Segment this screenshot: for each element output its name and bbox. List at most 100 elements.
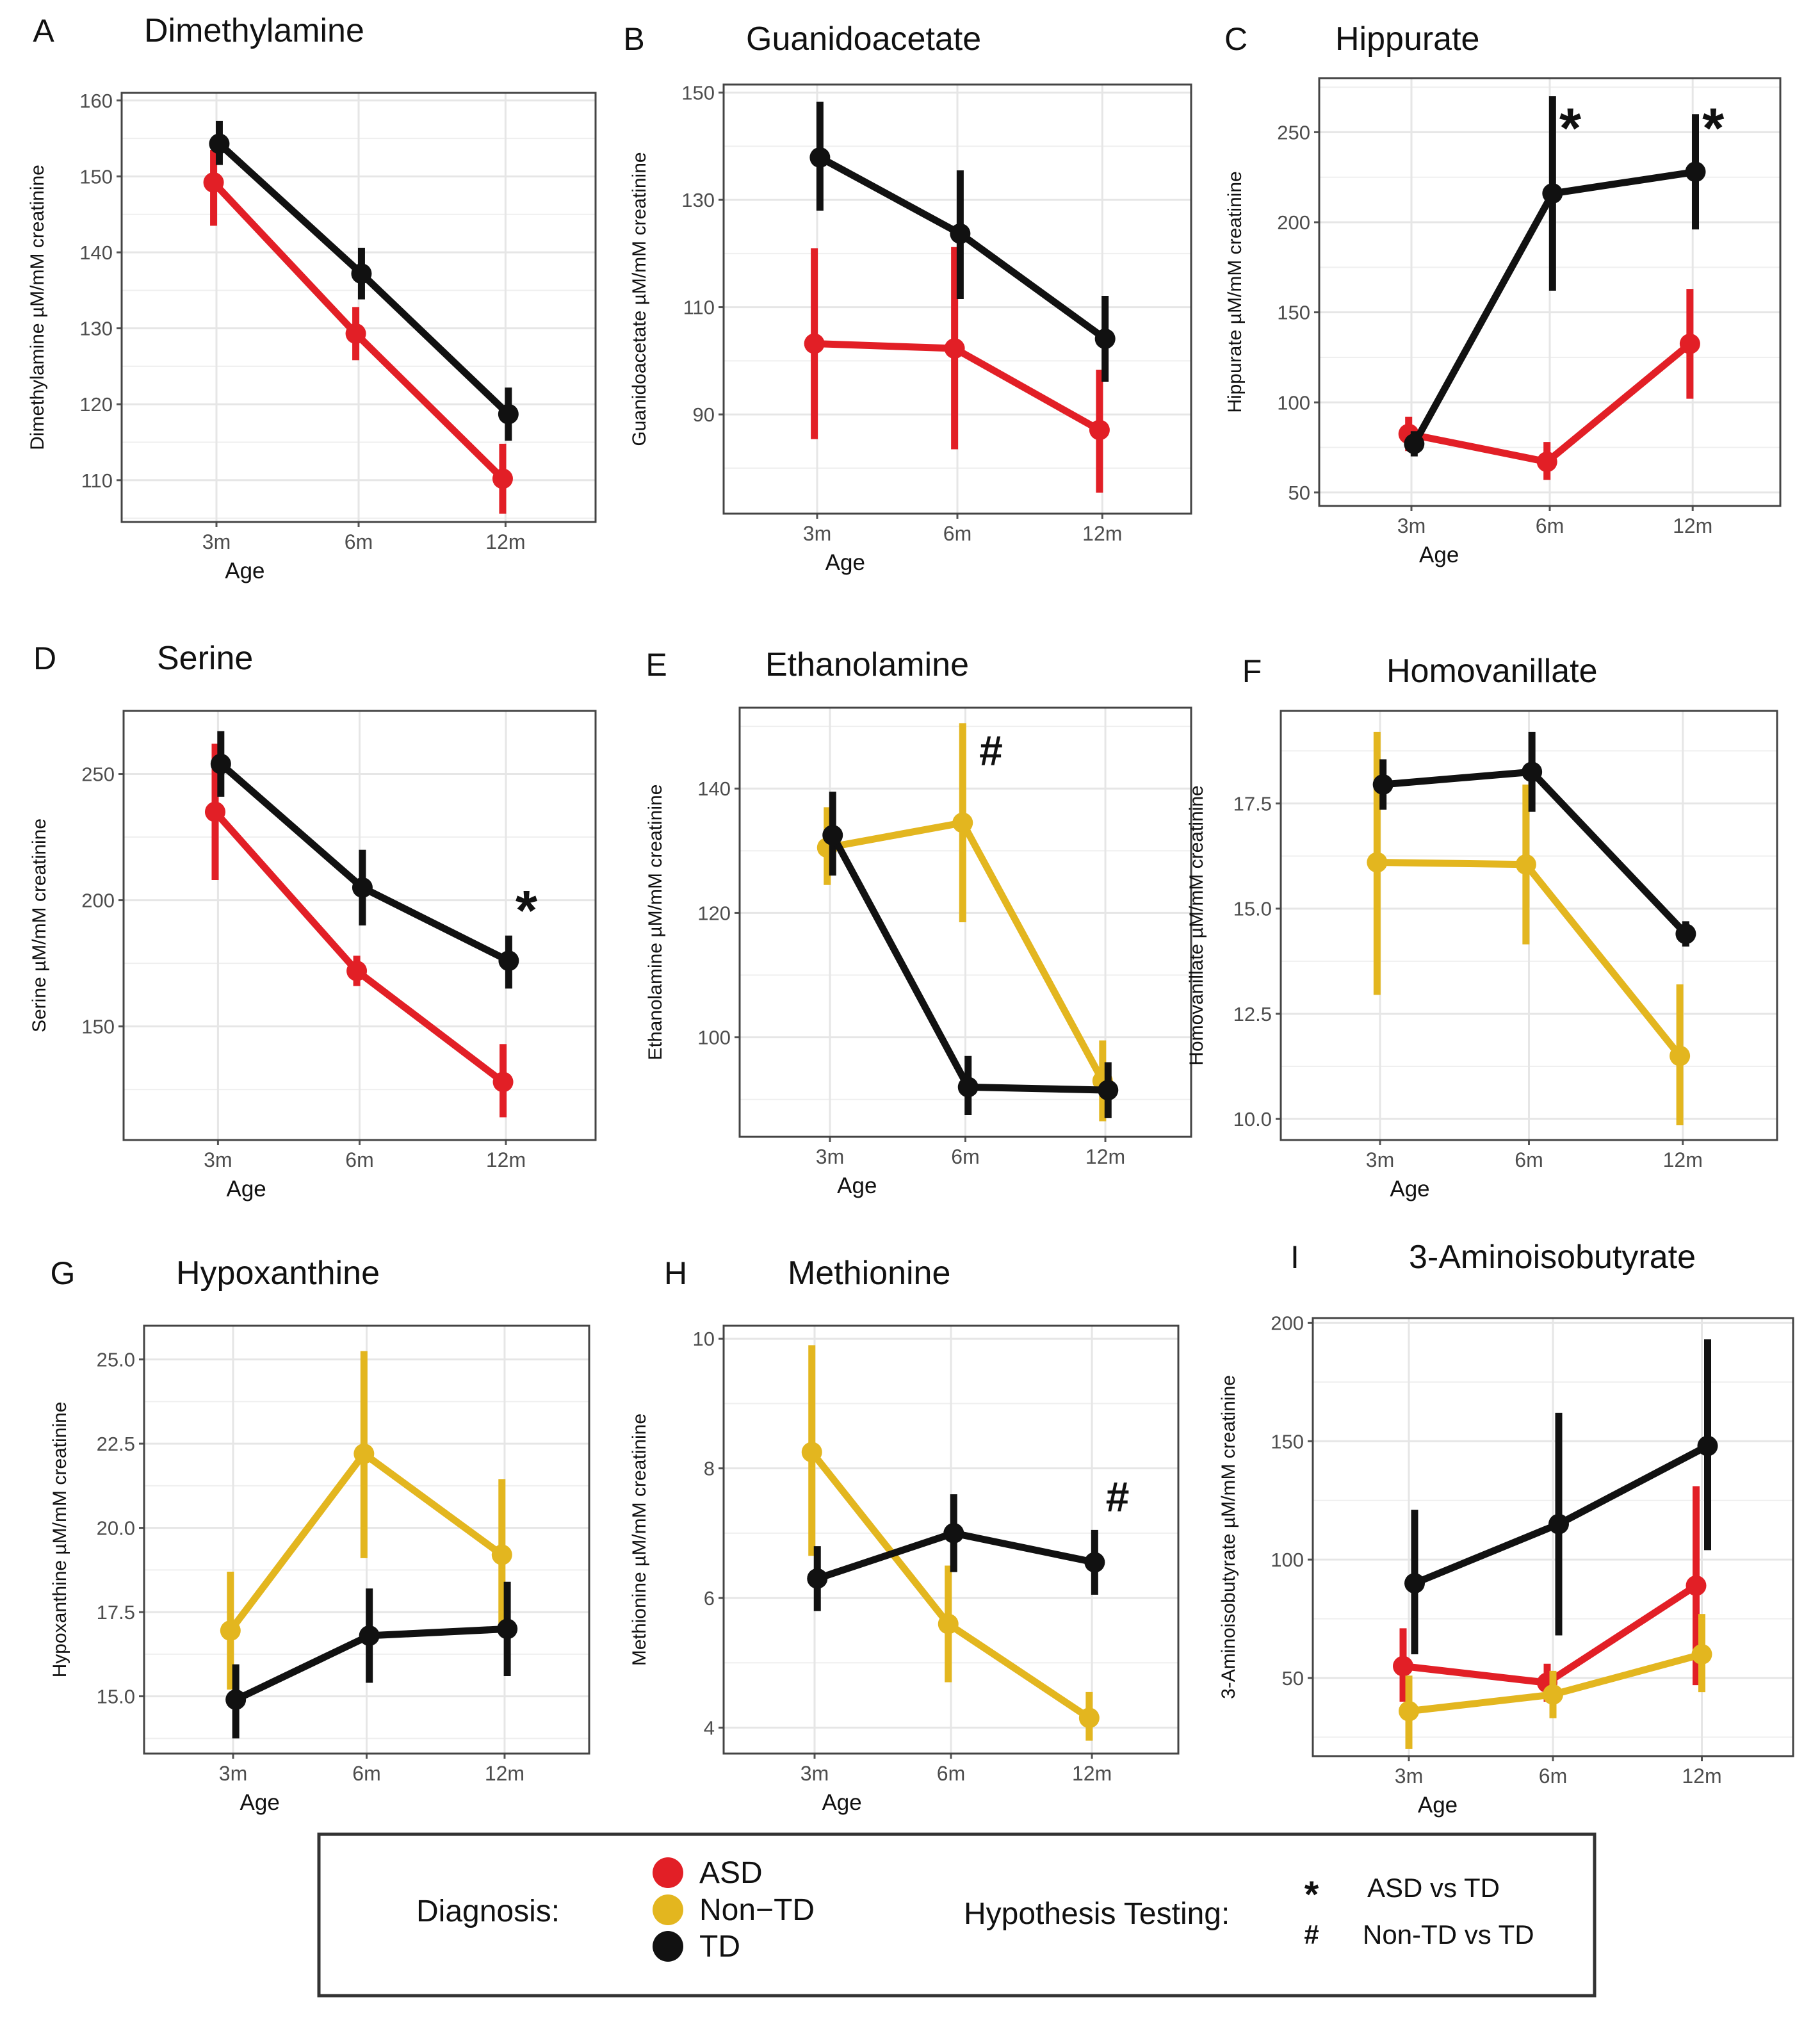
plot-frame <box>1280 710 1778 1141</box>
data-point <box>351 263 372 284</box>
x-axis-label: Age <box>1419 542 1459 567</box>
y-tick-label: 150 <box>1271 1430 1304 1453</box>
panels: 110 120 130 140 150 160 3m 6m 12m Age Dimethylamin… <box>27 12 1794 1818</box>
y-tick-label: 4 <box>704 1717 715 1739</box>
x-tick-label: 3m <box>204 1148 232 1171</box>
y-axis-label: Hypoxanthine µM/mM creatinine <box>49 1402 70 1678</box>
data-point <box>1686 1575 1707 1596</box>
panel-letter: I <box>1290 1239 1299 1275</box>
plot-frame <box>122 710 597 1141</box>
series-asd <box>804 247 1110 493</box>
data-point <box>943 1522 964 1544</box>
legend-hash-symbol: # <box>1304 1919 1319 1950</box>
data-point <box>1098 1080 1119 1101</box>
y-tick-label: 22.5 <box>97 1433 135 1455</box>
series-non-td <box>1399 1614 1712 1749</box>
plot-frame <box>1312 1317 1794 1757</box>
data-point <box>352 877 373 898</box>
y-tick-label: 160 <box>79 90 113 112</box>
data-point <box>1515 854 1536 875</box>
y-tick-label: 100 <box>1277 391 1310 414</box>
x-tick-label: 3m <box>1397 514 1426 537</box>
panel-hippurate: 50 100 150 200 250 3m 6m 12m * * Age Hippurate µM/m… <box>1224 20 1782 567</box>
x-tick-label: 6m <box>937 1762 965 1785</box>
data-point <box>957 1077 979 1098</box>
legend-asterisk-symbol: * <box>1304 1874 1319 1916</box>
plot-frame <box>143 1324 590 1755</box>
x-axis-label: Age <box>240 1790 280 1815</box>
x-tick-label: 12m <box>1072 1762 1112 1785</box>
series-td <box>1404 1339 1718 1655</box>
data-point <box>807 1568 828 1589</box>
data-point <box>498 950 519 972</box>
legend-swatch-td <box>653 1931 683 1962</box>
panel-hypoxanthine: 15.0 17.5 20.0 22.5 25.0 3m 6m 12m Age Hypoxanthi… <box>49 1255 590 1815</box>
data-point <box>210 753 231 774</box>
y-tick-label: 50 <box>1288 482 1310 504</box>
y-tick-label: 120 <box>697 902 731 924</box>
y-tick-label: 250 <box>1277 121 1310 143</box>
y-tick-label: 200 <box>1277 211 1310 234</box>
panel-title: Hippurate <box>1335 20 1479 58</box>
data-point <box>1404 433 1425 454</box>
x-tick-label: 3m <box>219 1762 247 1785</box>
x-tick-label: 6m <box>943 522 971 545</box>
data-point <box>952 812 973 833</box>
x-tick-label: 12m <box>1663 1148 1703 1171</box>
series-asd <box>203 149 513 514</box>
y-tick-label: 15.0 <box>97 1686 135 1708</box>
x-axis-label: Age <box>822 1790 861 1815</box>
x-tick-label: 6m <box>1515 1148 1543 1171</box>
significance-asterisk: * <box>516 879 538 942</box>
plot-frame <box>120 92 597 523</box>
plot-frame <box>722 1324 1180 1755</box>
data-point <box>359 1625 380 1646</box>
series-td <box>225 1581 518 1739</box>
plot-frame <box>1318 77 1782 507</box>
y-axis-label: Ethanolamine µM/mM creatinine <box>645 785 666 1061</box>
x-tick-label: 6m <box>345 1148 373 1171</box>
y-tick-label: 10.0 <box>1233 1108 1272 1130</box>
y-axis-label: 3-Aminoisobutyrate µM/mM creatinine <box>1218 1375 1239 1699</box>
significance-hash: # <box>1106 1473 1130 1520</box>
y-axis-label: Homovanillate µM/mM creatinine <box>1186 785 1207 1065</box>
x-tick-label: 6m <box>951 1145 979 1168</box>
x-tick-label: 3m <box>800 1762 829 1785</box>
y-tick-label: 90 <box>693 403 715 426</box>
y-tick-label: 110 <box>81 469 113 492</box>
y-tick-label: 150 <box>681 82 715 104</box>
plot-frame <box>738 706 1192 1138</box>
x-tick-label: 12m <box>485 530 525 553</box>
data-point <box>804 333 825 354</box>
series-td <box>809 101 1116 382</box>
y-axis-label: Methionine µM/mM creatinine <box>629 1413 650 1666</box>
legend-label-asd: ASD <box>699 1856 763 1890</box>
legend-asd-vs-td-label: ASD vs TD <box>1367 1873 1500 1903</box>
x-tick-label: 12m <box>486 1148 526 1171</box>
x-tick-label: 6m <box>1539 1764 1567 1788</box>
y-tick-label: 130 <box>681 189 715 211</box>
series-td <box>1372 731 1696 947</box>
y-tick-label: 25.0 <box>97 1349 135 1371</box>
data-point <box>1094 328 1116 349</box>
legend: Diagnosis: ASD Non−TD TD Hypothesis Test… <box>317 1832 1597 1998</box>
x-tick-label: 6m <box>352 1762 380 1785</box>
y-tick-label: 200 <box>1271 1312 1304 1334</box>
panel-methionine: 4 6 8 10 3m 6m 12m # Age Methionine µM/mM creatin… <box>629 1255 1180 1815</box>
y-axis-label: Serine µM/mM creatinine <box>29 819 50 1032</box>
x-tick-label: 6m <box>345 530 373 553</box>
x-tick-label: 12m <box>485 1762 524 1785</box>
y-tick-label: 8 <box>704 1458 715 1480</box>
data-point <box>204 801 225 822</box>
data-point <box>1084 1552 1105 1573</box>
plot-frame <box>722 83 1192 515</box>
data-point <box>491 1544 512 1565</box>
data-point <box>1078 1707 1100 1729</box>
panel-letter: D <box>33 640 56 676</box>
x-axis-label: Age <box>1390 1177 1429 1201</box>
data-point <box>1697 1435 1718 1456</box>
y-axis-label: Hippurate µM/mM creatinine <box>1224 171 1246 412</box>
data-point <box>1372 774 1393 795</box>
panel-letter: C <box>1224 21 1247 57</box>
y-tick-label: 120 <box>79 393 113 416</box>
